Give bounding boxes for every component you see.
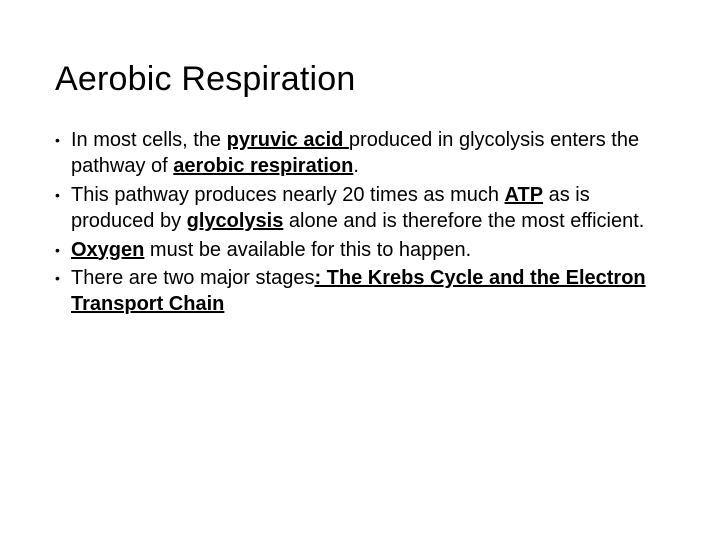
text-run: alone and is therefore the most efficien…	[283, 210, 644, 232]
text-run: In most cells, the	[71, 129, 227, 151]
text-run: glycolysis	[187, 210, 284, 232]
slide: Aerobic Respiration In most cells, the p…	[0, 0, 720, 540]
text-run: There are two major stages	[71, 267, 314, 289]
text-run: Oxygen	[71, 239, 144, 261]
text-run: pyruvic acid	[227, 129, 349, 151]
text-run: must be available for this to happen.	[144, 239, 471, 261]
bullet-item: There are two major stages: The Krebs Cy…	[55, 265, 665, 318]
text-run: ATP	[505, 184, 544, 206]
slide-title: Aerobic Respiration	[55, 60, 665, 99]
text-run: .	[353, 155, 359, 177]
bullet-item: This pathway produces nearly 20 times as…	[55, 182, 665, 235]
text-run: This pathway produces nearly 20 times as…	[71, 184, 505, 206]
text-run: aerobic respiration	[173, 155, 353, 177]
bullet-list: In most cells, the pyruvic acid produced…	[55, 127, 665, 318]
bullet-item: Oxygen must be available for this to hap…	[55, 237, 665, 263]
bullet-item: In most cells, the pyruvic acid produced…	[55, 127, 665, 180]
